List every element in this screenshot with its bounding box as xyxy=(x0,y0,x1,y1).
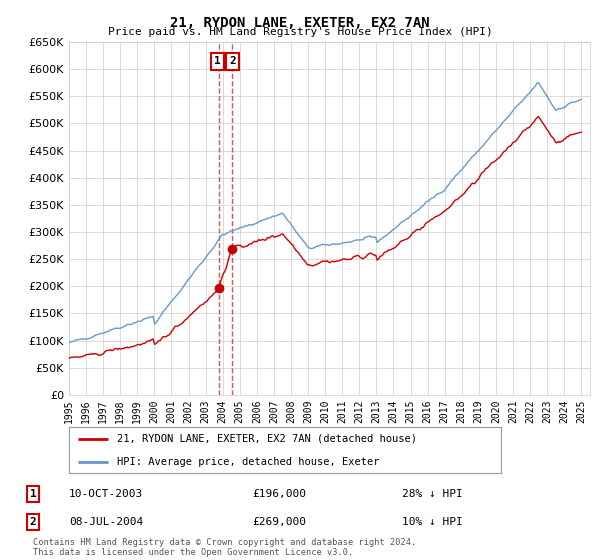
Text: 10-OCT-2003: 10-OCT-2003 xyxy=(69,489,143,499)
Text: 1: 1 xyxy=(29,489,37,499)
Text: 28% ↓ HPI: 28% ↓ HPI xyxy=(402,489,463,499)
Text: Contains HM Land Registry data © Crown copyright and database right 2024.
This d: Contains HM Land Registry data © Crown c… xyxy=(33,538,416,557)
Text: £196,000: £196,000 xyxy=(252,489,306,499)
Text: HPI: Average price, detached house, Exeter: HPI: Average price, detached house, Exet… xyxy=(116,457,379,466)
Text: Price paid vs. HM Land Registry's House Price Index (HPI): Price paid vs. HM Land Registry's House … xyxy=(107,27,493,37)
Text: 2: 2 xyxy=(29,517,37,527)
Text: 21, RYDON LANE, EXETER, EX2 7AN (detached house): 21, RYDON LANE, EXETER, EX2 7AN (detache… xyxy=(116,434,416,444)
Text: 08-JUL-2004: 08-JUL-2004 xyxy=(69,517,143,527)
Text: £269,000: £269,000 xyxy=(252,517,306,527)
Text: 2: 2 xyxy=(230,57,236,67)
Text: 10% ↓ HPI: 10% ↓ HPI xyxy=(402,517,463,527)
Text: 21, RYDON LANE, EXETER, EX2 7AN: 21, RYDON LANE, EXETER, EX2 7AN xyxy=(170,16,430,30)
Text: 1: 1 xyxy=(214,57,221,67)
